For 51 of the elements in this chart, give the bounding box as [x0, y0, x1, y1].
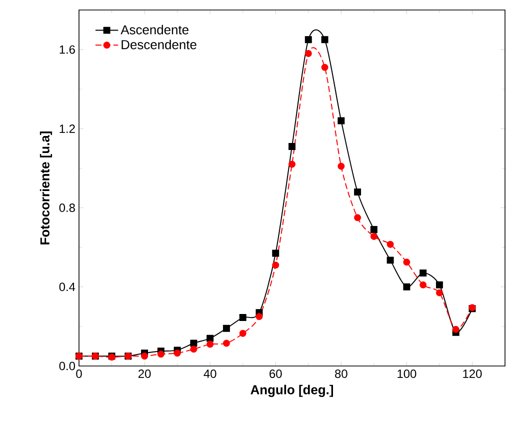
point	[288, 142, 296, 150]
point	[338, 117, 345, 124]
point	[190, 346, 198, 353]
legend-label: Descendente	[122, 40, 196, 50]
point	[304, 36, 312, 44]
point	[206, 340, 214, 348]
point	[436, 281, 443, 288]
point	[354, 214, 362, 222]
point	[420, 270, 427, 277]
point	[174, 350, 181, 357]
point	[272, 250, 280, 257]
point	[222, 340, 230, 347]
y-tick-label: 0.4	[59, 282, 76, 292]
point	[403, 258, 410, 266]
legend-label: Ascendente	[120, 24, 188, 34]
point	[321, 36, 328, 44]
point	[141, 352, 148, 360]
y-tick-label: 0.0	[59, 362, 76, 370]
point	[256, 313, 263, 320]
point	[403, 283, 410, 290]
point	[370, 226, 378, 234]
point	[288, 160, 296, 168]
x-tick-label: 40	[204, 370, 216, 378]
x-tick-label: 20	[138, 370, 151, 378]
point	[354, 188, 362, 196]
point	[452, 326, 460, 333]
point	[304, 50, 312, 57]
point	[239, 314, 246, 322]
point	[386, 240, 394, 248]
x-tick-label: 120	[463, 370, 482, 378]
y-tick-label: 0.8	[59, 204, 75, 212]
point	[272, 262, 280, 269]
point	[321, 64, 328, 71]
point	[239, 330, 246, 337]
point	[157, 350, 164, 358]
point	[222, 324, 230, 332]
point	[206, 334, 214, 342]
point	[370, 232, 378, 240]
y-axis-title: Fotocorriente [u.a]	[40, 132, 52, 244]
x-tick-label: 60	[270, 370, 282, 378]
y-tick-label: 1.6	[60, 45, 75, 54]
point	[420, 281, 427, 288]
x-axis-title: Angulo [deg.]	[250, 384, 334, 397]
y-tick-label: 1.2	[60, 124, 75, 133]
point	[338, 162, 345, 170]
point	[190, 340, 198, 347]
point	[386, 256, 394, 264]
point	[436, 289, 443, 296]
x-tick-label: 0	[76, 370, 82, 378]
x-tick-label: 100	[398, 370, 416, 378]
x-tick-label: 80	[335, 370, 348, 378]
